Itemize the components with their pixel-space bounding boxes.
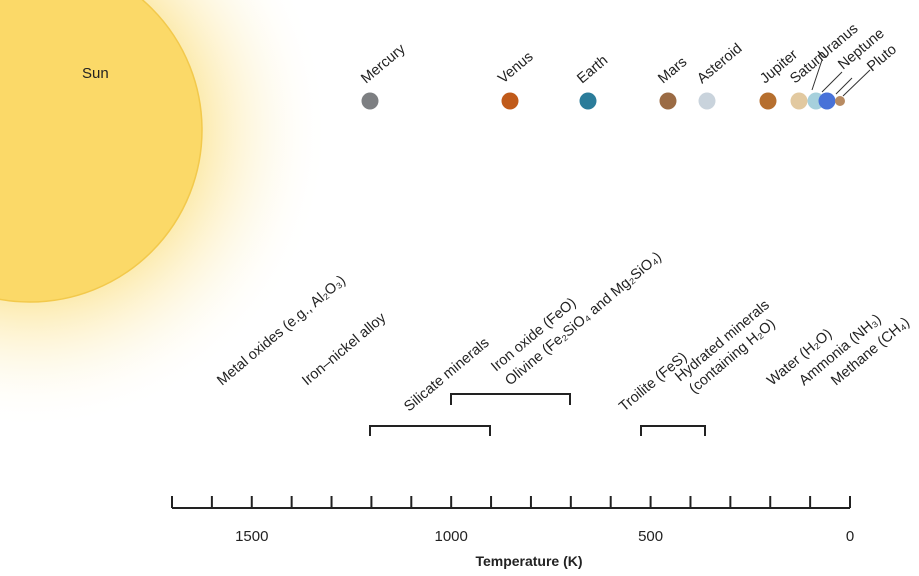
planet <box>362 93 379 110</box>
planet-label: Earth <box>574 53 611 88</box>
planet <box>660 93 677 110</box>
planet <box>819 93 836 110</box>
bracket <box>451 394 570 405</box>
planet <box>580 93 597 110</box>
x-tick-label: 500 <box>638 528 663 545</box>
x-tick-label: 1000 <box>434 528 467 545</box>
planet <box>760 93 777 110</box>
diagram: Sun Mercury Venus Earth Mars Asteroid Ju… <box>0 0 919 576</box>
bracket <box>370 426 490 436</box>
x-tick-label: 0 <box>846 528 854 545</box>
planet <box>699 93 716 110</box>
planet-label: Mercury <box>358 41 409 87</box>
planet-label: Venus <box>495 49 536 87</box>
planet-label: Mars <box>655 54 690 87</box>
planet <box>835 96 845 106</box>
bracket <box>641 426 705 436</box>
axis-label: Temperature (K) <box>475 553 582 569</box>
mineral-label: Silicate minerals <box>401 335 492 415</box>
planet-label: Asteroid <box>694 41 745 87</box>
planets <box>362 60 871 110</box>
temperature-axis: Temperature (K) 1500 1000 500 0 <box>172 496 854 569</box>
x-tick-label: 1500 <box>235 528 268 545</box>
planet <box>502 93 519 110</box>
mineral-label: Olivine (Fe₂SiO₄ and Mg₂SiO₄) <box>502 249 665 389</box>
planet <box>791 93 808 110</box>
sun-label: Sun <box>82 65 109 82</box>
